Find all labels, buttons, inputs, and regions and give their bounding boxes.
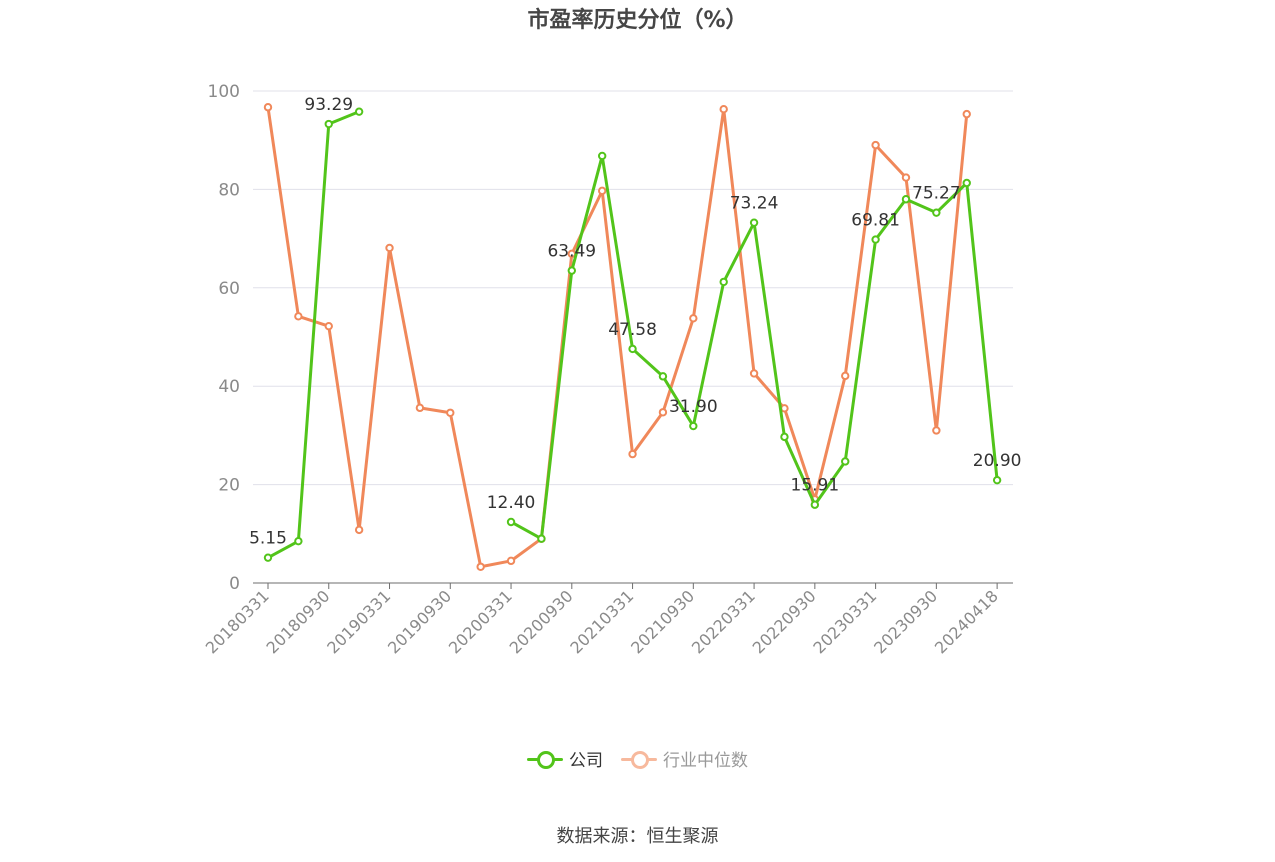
legend-industry-swatch [621,749,657,769]
legend: 公司 行业中位数 [0,746,1275,771]
y-tick-label: 100 [208,82,240,102]
industry-data-point [324,321,333,331]
industry-series-line [266,107,969,569]
industry-data-point [294,312,303,321]
company-data-point [810,500,820,509]
data-label: 31.90 [669,397,718,417]
industry-data-point [932,426,941,435]
x-tick-label: 20210331 [566,586,637,657]
company-data-point [324,119,333,129]
company-data-point [932,208,941,217]
company-data-point [689,421,698,431]
industry-data-point [871,140,880,150]
industry-data-point [597,186,607,196]
company-data-point [354,107,364,116]
x-tick-label: 20220331 [688,586,759,657]
x-tick-label: 20180331 [202,586,273,657]
legend-item-company[interactable]: 公司 [527,746,603,771]
data-label: 20.90 [973,451,1022,471]
x-tick-label: 20210930 [627,586,698,657]
data-label: 75.27 [912,184,961,204]
x-tick-label: 20190930 [384,586,455,657]
company-data-point [537,534,546,543]
data-label: 73.24 [730,194,779,214]
company-data-point [567,266,576,275]
company-data-point [780,432,789,442]
y-tick-label: 60 [218,279,240,299]
industry-data-point [962,109,971,119]
company-data-point [992,475,1002,485]
chart-title: 市盈率历史分位（%） [527,8,748,33]
company-data-point [841,457,850,466]
industry-data-point [354,525,364,535]
industry-data-point [263,103,273,112]
y-tick-label: 20 [218,476,240,496]
x-tick-label: 20200331 [445,586,516,657]
data-label: 47.58 [608,320,657,340]
industry-data-point [841,371,850,381]
legend-industry-label: 行业中位数 [663,751,748,771]
industry-data-point [901,173,911,182]
x-tick-label: 20190331 [323,586,394,657]
company-data-point [658,372,668,381]
company-data-point [597,151,607,161]
industry-data-point [689,314,698,323]
data-label: 12.40 [487,493,536,513]
company-data-point [719,277,728,287]
x-tick-label: 20230930 [870,586,941,657]
industry-data-point [719,105,728,114]
industry-data-point [749,369,759,378]
x-tick-label: 20200930 [506,586,577,657]
industry-data-point [628,449,637,459]
legend-company-label: 公司 [569,751,603,771]
data-label: 15.91 [791,476,840,496]
data-source: 数据来源：恒生聚源 [556,826,719,847]
company-data-point [294,536,303,546]
industry-data-point [658,408,668,417]
data-label: 93.29 [304,95,353,115]
company-data-point [962,178,971,188]
company-data-point [749,218,759,227]
industry-data-point [476,562,485,571]
x-tick-label: 20180930 [263,586,334,657]
data-label: 63.49 [547,242,596,262]
y-tick-label: 0 [229,574,240,594]
legend-company-swatch [527,749,563,769]
legend-item-industry[interactable]: 行业中位数 [621,746,748,771]
company-data-point [628,344,637,354]
company-data-point [871,235,880,244]
company-data-point [901,195,911,204]
industry-data-point [446,408,455,417]
y-tick-label: 40 [218,377,240,397]
y-tick-label: 80 [218,180,240,200]
x-tick-label: 20220930 [749,586,820,657]
x-tick-label: 20240418 [931,586,1002,657]
company-data-point [506,517,516,527]
industry-data-point [506,556,516,566]
industry-data-point [385,243,394,253]
company-series-line [267,110,360,559]
x-tick-label: 20230331 [809,586,880,657]
company-data-point [263,553,273,562]
legend-company-dot [537,750,555,769]
industry-data-point [415,403,425,413]
data-label: 5.15 [249,529,287,549]
data-label: 69.81 [851,211,900,231]
legend-industry-dot [631,750,649,769]
